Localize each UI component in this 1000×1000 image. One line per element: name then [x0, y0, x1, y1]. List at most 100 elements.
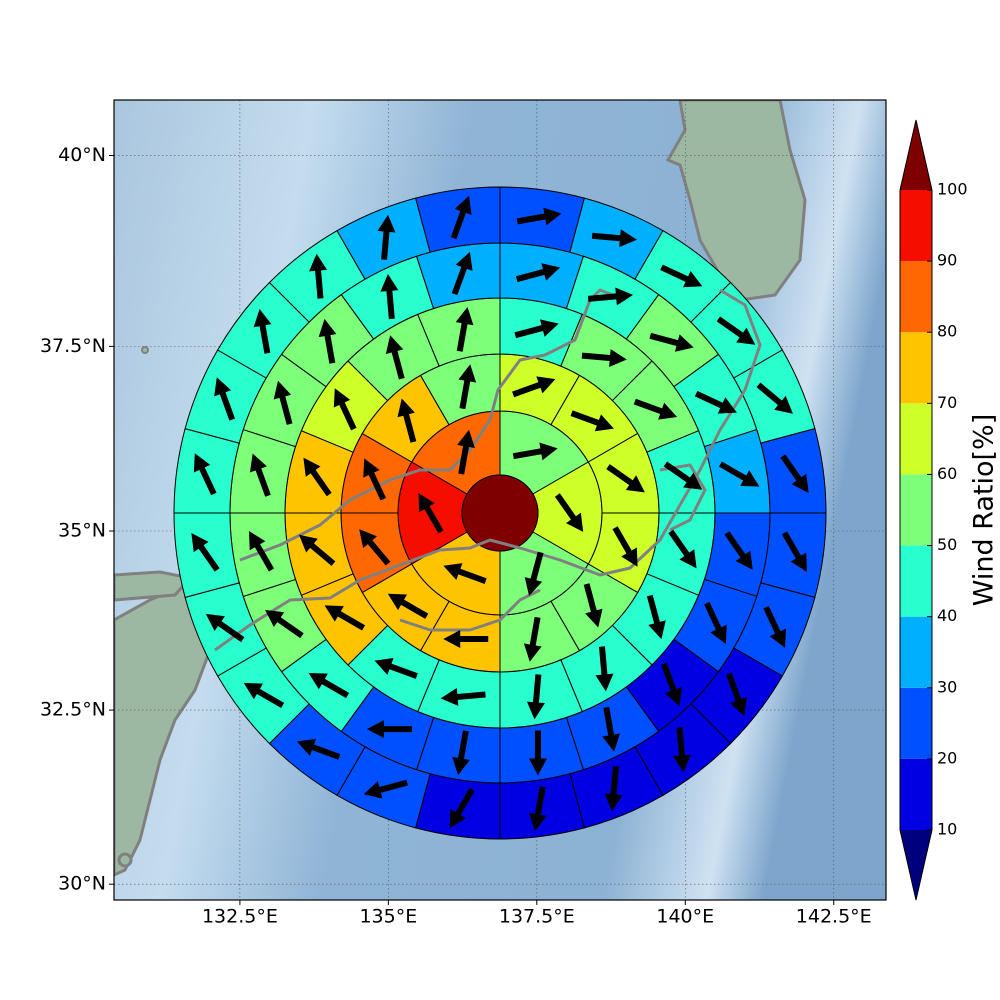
- wind-arrow: [298, 534, 336, 566]
- wind-arrow: [273, 380, 293, 425]
- wind-arrow: [526, 674, 545, 720]
- colorbar-tick-label: 20: [937, 748, 957, 767]
- x-tick-label: 132.5°E: [202, 906, 278, 928]
- wind-arrow: [387, 593, 429, 619]
- wind-arrow: [602, 706, 620, 752]
- wind-arrow: [452, 730, 470, 776]
- wind-arrow: [303, 457, 332, 497]
- wind-arrow: [694, 390, 737, 414]
- wind-arrow: [450, 195, 472, 240]
- wind-arrow: [516, 207, 562, 226]
- wind-arrow: [249, 453, 271, 497]
- wind-arrow: [443, 563, 487, 584]
- y-tick-label: 37.5°N: [40, 335, 106, 357]
- wind-arrow: [512, 442, 558, 461]
- coastline: [214, 288, 762, 652]
- x-tick-label: 137.5°E: [499, 906, 575, 928]
- wind-arrow: [363, 458, 386, 501]
- wind-arrow: [672, 727, 691, 773]
- y-tick-label: 32.5°N: [40, 699, 106, 721]
- wind-arrow: [587, 287, 634, 306]
- map-frame: [113, 99, 887, 901]
- colorbar-tick-label: 100: [937, 180, 968, 199]
- wind-arrow: [591, 229, 637, 248]
- wind-arrow: [716, 316, 756, 345]
- wind-arrow: [604, 766, 623, 812]
- wind-arrow: [763, 605, 787, 648]
- wind-arrow: [515, 263, 561, 283]
- colorbar-bin: [900, 261, 932, 333]
- colorbar-bin: [900, 403, 932, 475]
- wind-arrow: [214, 377, 236, 421]
- colorbar-tick-label: 90: [937, 251, 957, 270]
- wind-arrow: [570, 410, 614, 432]
- colorbar-under: [900, 830, 932, 900]
- wind-arrow: [377, 214, 396, 260]
- wind-arrow: [308, 672, 350, 699]
- colorbar-bin: [900, 545, 932, 617]
- wind-arrow: [514, 319, 559, 339]
- wind-sector: [173, 428, 240, 514]
- wind-arrow: [366, 720, 412, 739]
- colorbar-bin: [900, 332, 932, 404]
- wind-arrow: [296, 738, 341, 760]
- axes: 132.5°E 135°E 137.5°E 140°E 142.5°E 30°N 32.5°…: [40, 144, 872, 928]
- wind-arrow: [457, 429, 475, 475]
- wind-arrow: [646, 594, 666, 640]
- island: [117, 852, 133, 868]
- wind-arrow: [512, 376, 556, 398]
- wind-arrow: [359, 529, 391, 566]
- wind-arrow: [205, 613, 245, 643]
- colorbar-tick-label: 30: [937, 677, 957, 696]
- wind-arrow: [248, 531, 275, 572]
- wind-arrow: [724, 531, 753, 570]
- wind-arrow: [756, 382, 793, 414]
- wind-arrow: [606, 464, 645, 493]
- colorbar-bin: [900, 758, 932, 830]
- wind-arrow: [309, 253, 328, 299]
- wind-arrow: [374, 657, 418, 679]
- wind-arrow: [554, 493, 584, 532]
- wind-arrow: [243, 682, 285, 709]
- island: [141, 346, 149, 354]
- wind-arrow: [265, 609, 304, 639]
- wind-arrow: [451, 251, 473, 296]
- wind-arrow: [726, 672, 747, 717]
- wind-arrow: [333, 388, 357, 431]
- wind-arrow: [780, 454, 809, 493]
- wind-arrow: [663, 461, 703, 490]
- wind-arrow: [191, 533, 220, 572]
- wind-arrow: [781, 531, 807, 572]
- wind-arrow: [612, 526, 638, 567]
- x-tick-label: 135°E: [359, 906, 417, 928]
- wind-arrows: [191, 195, 809, 832]
- wind-arrow: [397, 398, 417, 443]
- colorbar: 10 20 30 40 50 60 70 80 90 100: [899, 119, 968, 901]
- wind-arrow: [660, 264, 703, 288]
- colorbar-tick-label: 60: [937, 464, 957, 483]
- x-tick-label: 140°E: [656, 906, 714, 928]
- colorbar-bin: [900, 616, 932, 688]
- wind-arrow: [418, 493, 444, 534]
- colorbar-tick-label: 50: [937, 535, 957, 554]
- y-tick-label: 40°N: [58, 144, 106, 166]
- colorbar-label: Wind Ratio[%]: [969, 414, 1000, 606]
- wind-arrow: [524, 551, 544, 596]
- y-tick-label: 35°N: [58, 520, 106, 542]
- wind-arrow: [385, 335, 405, 380]
- wind-arrow: [193, 453, 217, 496]
- wind-arrow: [583, 583, 603, 628]
- colorbar-tick-label: 70: [937, 393, 957, 412]
- colorbar-bin: [900, 190, 932, 262]
- wind-arrow: [253, 308, 272, 354]
- wind-sector: [760, 512, 827, 598]
- wind-arrow: [523, 616, 542, 662]
- colorbar-bin: [900, 687, 932, 759]
- wind-arrow: [458, 364, 477, 410]
- x-tick-label: 142.5°E: [796, 906, 872, 928]
- wind-arrow: [449, 787, 475, 829]
- wind-sector: [415, 773, 501, 840]
- wind-arrow: [443, 630, 489, 649]
- wind-sectors: [173, 186, 827, 840]
